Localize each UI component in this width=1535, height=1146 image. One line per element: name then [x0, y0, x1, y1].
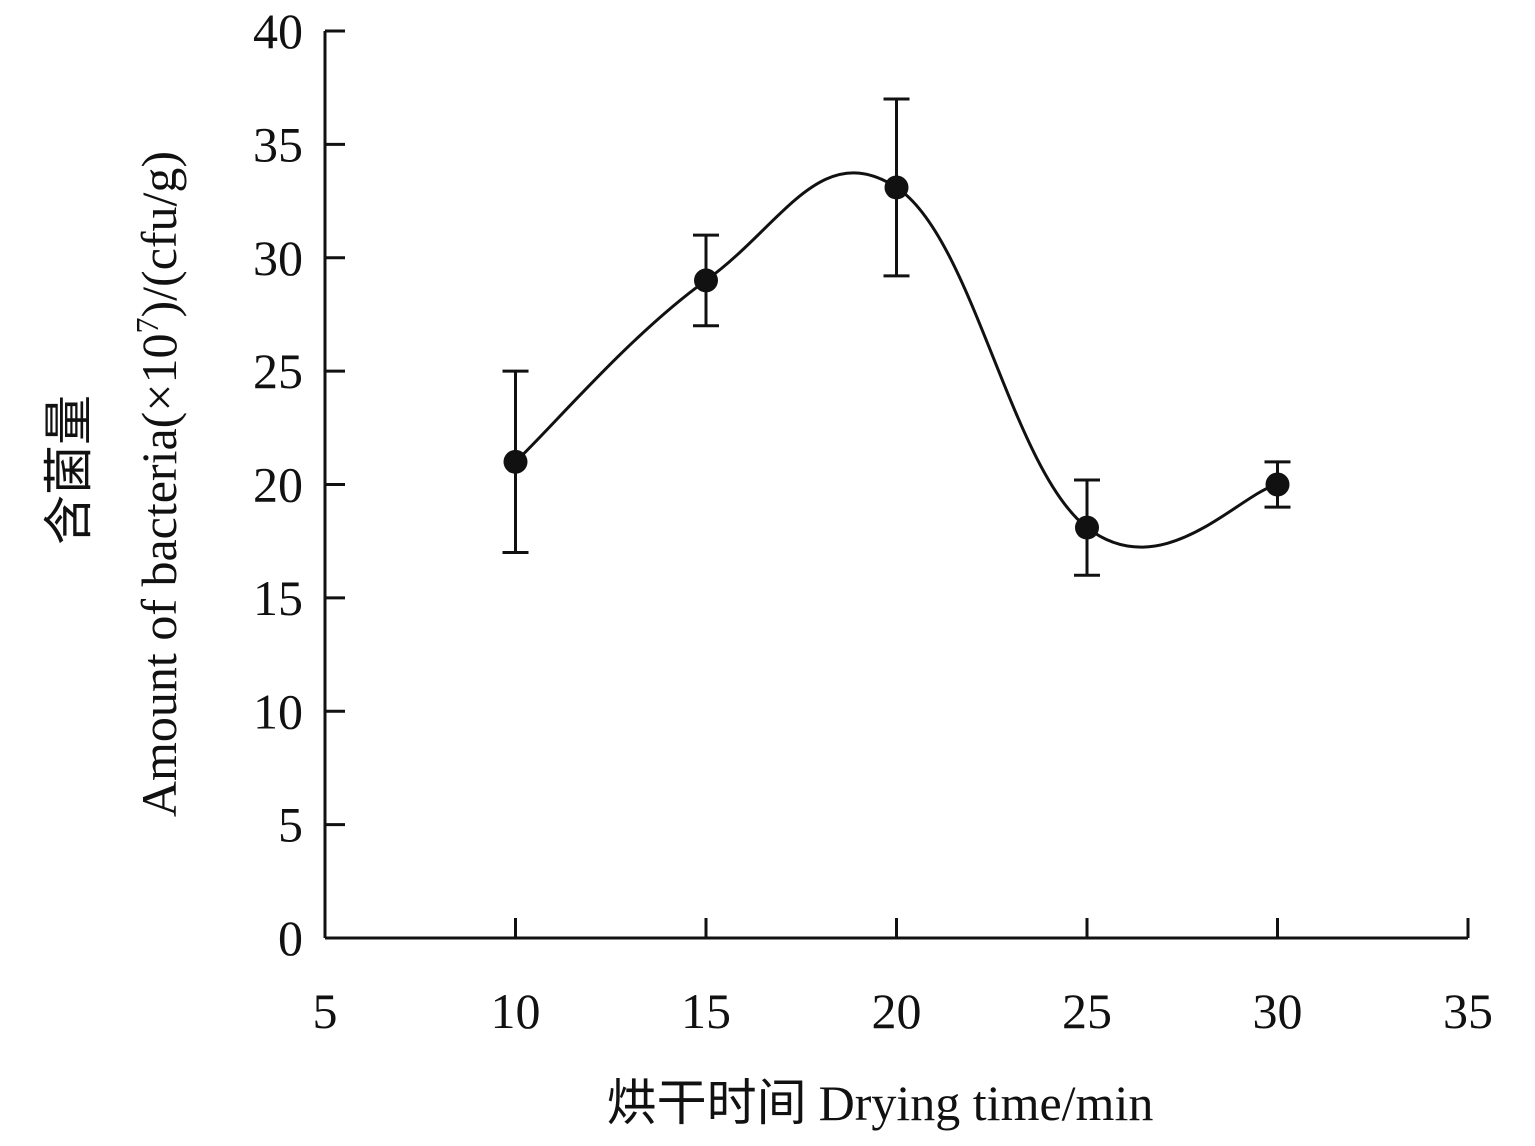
y-axis-title-en-post: )/(cfu/g): [131, 151, 187, 318]
error-bars: [502, 97, 1291, 577]
y-axis-title-en: Amount of bacteria(×107)/(cfu/g): [129, 151, 187, 817]
x-axis-title-en: Drying time/min: [819, 1075, 1154, 1131]
y-tick-label: 10: [253, 683, 303, 739]
y-tick-label: 5: [278, 797, 303, 853]
data-point: [694, 268, 718, 293]
data-point: [1075, 515, 1099, 540]
y-tick-label: 20: [253, 457, 303, 513]
y-tick-label: 35: [253, 116, 303, 172]
y-tick-label: 15: [253, 570, 303, 626]
data-point: [503, 449, 528, 474]
y-tick-label: 40: [253, 3, 303, 59]
y-tick-label: 30: [253, 230, 303, 286]
data-point: [884, 175, 909, 200]
x-axis-title: 烘干时间 Drying time/min: [607, 1075, 1154, 1131]
y-axis-title-en-pre: Amount of bacteria(×10: [131, 333, 187, 817]
x-ticks: 5 10 15 20 25 30 35: [313, 918, 1493, 1039]
x-tick-label: 20: [872, 983, 922, 1039]
data-point: [1265, 472, 1290, 497]
x-tick-label: 30: [1253, 983, 1303, 1039]
y-axis-title-zh: 含菌量: [41, 395, 97, 545]
data-curve: [514, 171, 1278, 549]
x-tick-label: 10: [491, 983, 541, 1039]
x-tick-label: 35: [1443, 983, 1493, 1039]
y-tick-label: 25: [253, 343, 303, 399]
y-axis-title-en-sup: 7: [129, 317, 165, 333]
x-axis-title-zh: 烘干时间: [607, 1075, 807, 1131]
data-points: [503, 175, 1290, 540]
y-ticks: 0 5 10 15 20 25 30 35 40: [253, 3, 345, 966]
x-tick-label: 15: [681, 983, 731, 1039]
x-tick-label: 5: [313, 983, 338, 1039]
y-tick-label: 0: [278, 910, 303, 966]
x-tick-label: 25: [1062, 983, 1112, 1039]
